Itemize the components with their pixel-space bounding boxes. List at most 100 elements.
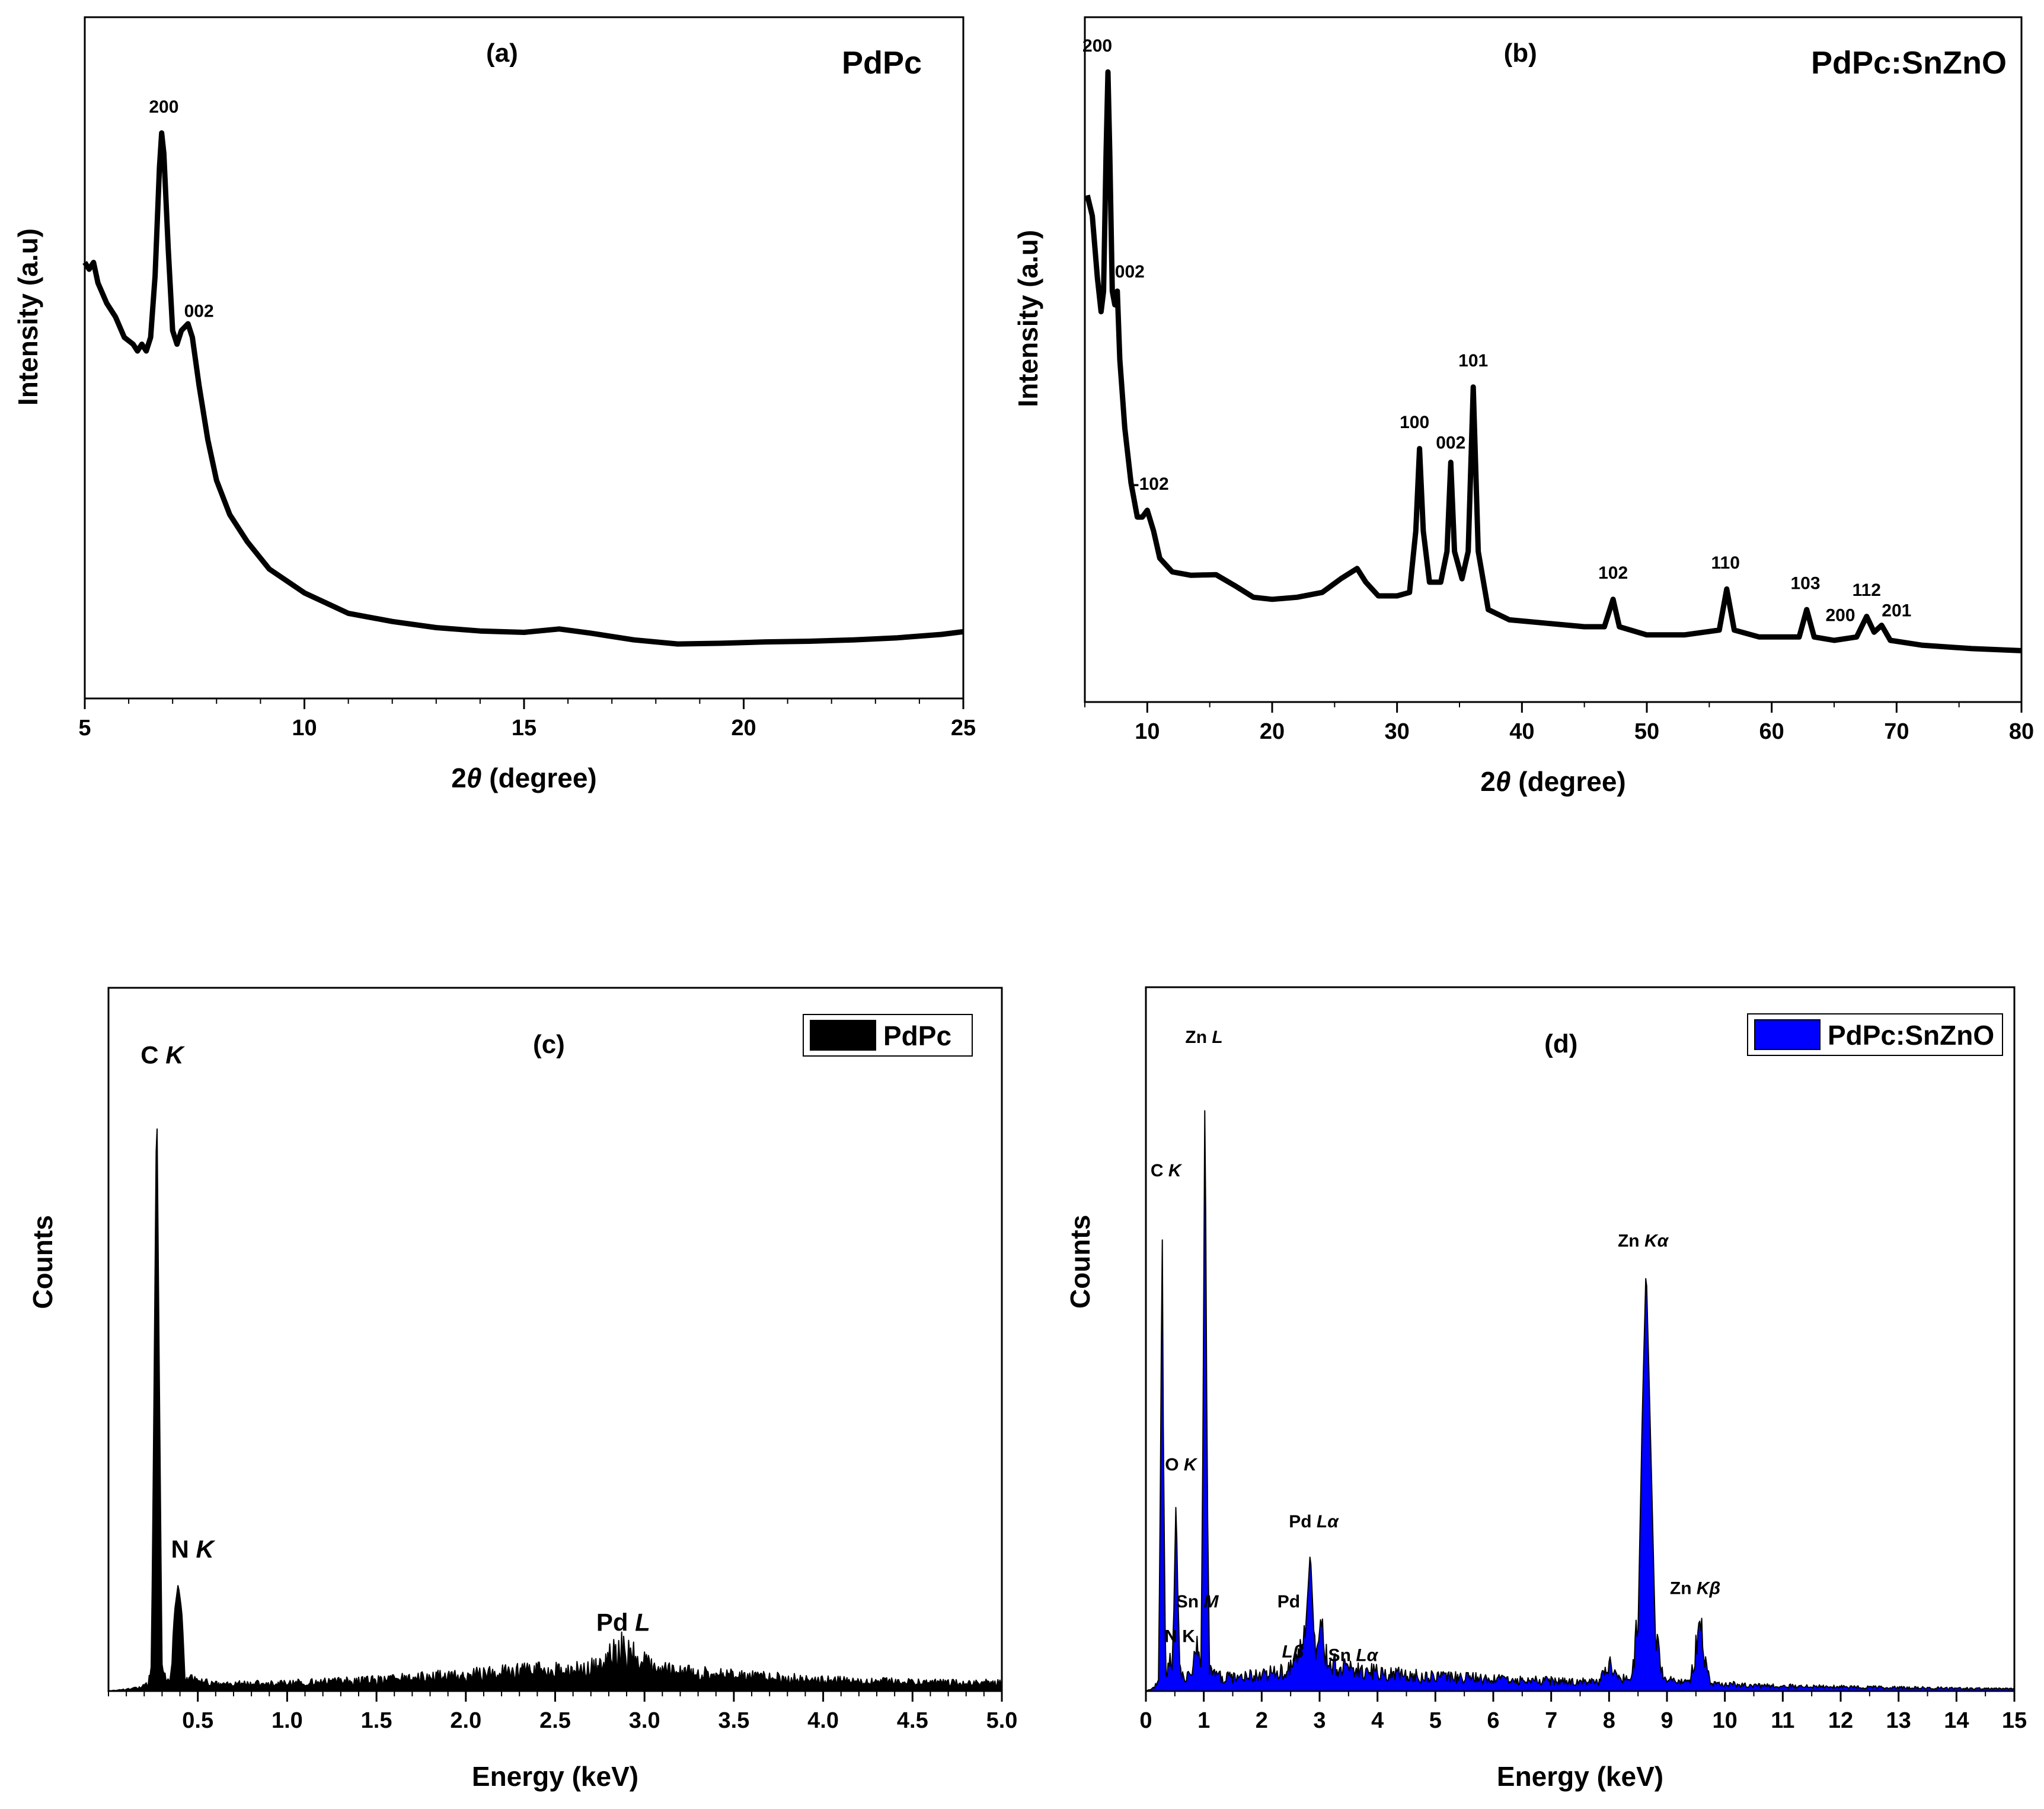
x-tick-label-b: 40 (1509, 719, 1534, 744)
x-tick-label-d: 9 (1660, 1708, 1673, 1733)
x-tick-label-d: 5 (1429, 1708, 1442, 1733)
chart-panel-a: 5 10 15 20 25 200 002 (a) PdPc 2θ (degree) Intensi… (12, 16, 976, 793)
x-tick-label-d: 2 (1256, 1708, 1268, 1733)
x-tick-label-c: 0.5 (182, 1708, 213, 1733)
x-axis-label-c: Energy (keV) (472, 1761, 638, 1792)
x-tick-label-b: 70 (1884, 719, 1909, 744)
peak-label-d: Zn Kα (1618, 1231, 1669, 1251)
x-tick-label-c: 4.5 (897, 1708, 928, 1733)
x-tick-label-c: 1.5 (361, 1708, 392, 1733)
x-tick-label-b: 80 (2009, 719, 2034, 744)
peak-line: K (1168, 1161, 1183, 1181)
peak-element: N (171, 1535, 196, 1563)
x-axis-label-b: 2θ (degree) (1480, 766, 1626, 797)
peak-label-d: Pd Lα (1289, 1512, 1339, 1532)
legend-swatch (1754, 1019, 1821, 1050)
x-tick-label-d: 0 (1139, 1708, 1152, 1733)
x-tick-label-c: 2.0 (450, 1708, 481, 1733)
peak-label-d: N K (1164, 1627, 1195, 1647)
peak-label-b: 002 (1436, 433, 1465, 453)
chart-title-b: PdPc:SnZnO (1811, 45, 2007, 81)
peak-line: Lα (1356, 1645, 1378, 1665)
peak-label-b: 102 (1598, 563, 1628, 583)
x-tick-label-c: 5.0 (986, 1708, 1018, 1733)
x-tick-label-b: 20 (1260, 719, 1285, 744)
peak-label-b: -102 (1133, 474, 1169, 494)
x-tick-label-d: 11 (1771, 1708, 1794, 1733)
peak-line: L (1212, 1028, 1222, 1047)
x-tick-label-a: 10 (292, 716, 317, 741)
peak-label-a: 002 (184, 302, 214, 321)
x-tick-label-d: 6 (1487, 1708, 1499, 1733)
x-tick-label-d: 1 (1197, 1708, 1210, 1733)
x-tick-label-c: 3.0 (629, 1708, 660, 1733)
peak-line: K (1184, 1455, 1198, 1475)
x-tick-label-c: 3.5 (718, 1708, 749, 1733)
peak-label-d: Zn Kβ (1670, 1579, 1720, 1599)
peak-element: Pd (1278, 1592, 1300, 1612)
x-tick-label-a: 20 (731, 716, 756, 741)
x-tick-label-d: 15 (2002, 1708, 2027, 1733)
x-tick-label-d: 12 (1828, 1708, 1853, 1733)
y-axis-label-b: Intensity (a.u) (1013, 230, 1043, 407)
x-axis-label-suffix: (degree) (481, 762, 596, 793)
peak-element: Sn (1328, 1645, 1356, 1665)
chart-panel-c: 0.5 1.0 1.5 2.0 2.5 3.0 3.5 4.0 4.5 5.0C KN KPd L… (27, 987, 1018, 1792)
peak-label-b: 200 (1826, 606, 1855, 626)
x-axis-label-prefix: 2 (1480, 766, 1496, 797)
peak-label-d: C K (1151, 1161, 1183, 1181)
spectrum-area-c (108, 1128, 1002, 1692)
panel-label-b: (b) (1504, 39, 1537, 68)
peak-label-d: Lβ (1282, 1642, 1304, 1662)
x-tick-label-b: 50 (1634, 719, 1659, 744)
peak-label-d: Zn L (1185, 1028, 1222, 1047)
peak-element: Zn (1185, 1028, 1212, 1047)
legend-swatch (810, 1020, 876, 1051)
peak-line: K (196, 1535, 215, 1563)
peak-element: Pd (596, 1609, 635, 1636)
peak-line: Lβ (1282, 1642, 1304, 1662)
peak-label-b: 002 (1115, 262, 1145, 282)
y-axis-label-c: Counts (27, 1215, 58, 1309)
x-tick-label-d: 10 (1713, 1708, 1738, 1733)
x-tick-label-d: 3 (1313, 1708, 1326, 1733)
x-tick-label-a: 5 (78, 716, 91, 741)
x-axis-label-a: 2θ (degree) (451, 762, 597, 793)
peak-label-b: 200 (1082, 36, 1112, 56)
x-tick-label-c: 2.5 (539, 1708, 571, 1733)
x-axis-label-symbol: θ (467, 762, 482, 793)
x-axis-label-suffix: (degree) (1510, 766, 1625, 797)
peak-element: C (140, 1041, 165, 1069)
peak-element: Sn (1176, 1592, 1204, 1612)
peak-line: K (165, 1041, 185, 1069)
x-tick-label-d: 7 (1545, 1708, 1557, 1733)
panel-label-a: (a) (486, 39, 518, 68)
x-tick-label-d: 8 (1603, 1708, 1615, 1733)
spectrum-area-d (1145, 1110, 2015, 1692)
panel-label-d: (d) (1544, 1029, 1577, 1058)
diffraction-curve-a (82, 130, 964, 647)
x-tick-label-d: 14 (1944, 1708, 1969, 1733)
x-tick-label-b: 60 (1759, 719, 1784, 744)
peak-element: Zn (1618, 1231, 1644, 1251)
x-tick-label-a: 15 (512, 716, 536, 741)
x-tick-label-b: 10 (1135, 719, 1160, 744)
peak-line: L (635, 1609, 650, 1636)
peak-line: Lα (1317, 1512, 1339, 1532)
peak-label-a: 200 (149, 97, 178, 117)
peak-label-d: Sn Lα (1328, 1645, 1379, 1665)
peak-line: M (1203, 1592, 1219, 1612)
peak-label-b: 112 (1853, 580, 1881, 600)
peak-label-d: Sn M (1176, 1592, 1219, 1612)
x-axis-label-symbol: θ (1496, 766, 1511, 797)
peak-label-c: Pd L (596, 1609, 650, 1636)
peak-element: Zn (1670, 1579, 1697, 1599)
peak-label-c: N K (171, 1535, 215, 1563)
legend-text-d: PdPc:SnZnO (1828, 1020, 1994, 1051)
x-tick-label-d: 4 (1371, 1708, 1384, 1733)
peak-line: Kα (1644, 1231, 1669, 1251)
peak-label-b: 100 (1400, 413, 1429, 432)
